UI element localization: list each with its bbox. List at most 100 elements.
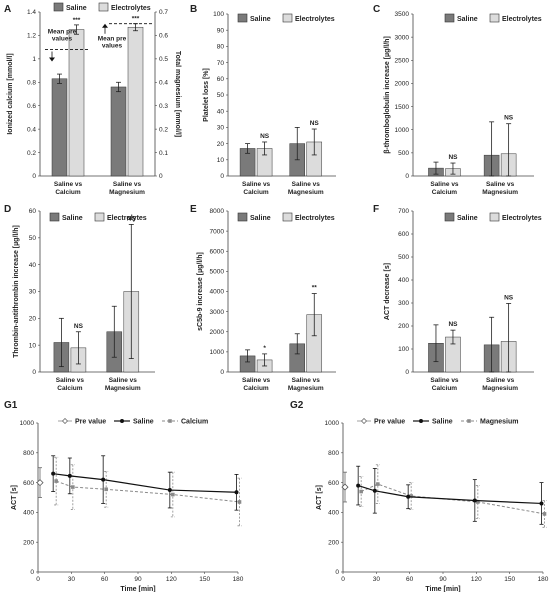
panel-G1: G1 0 200 400 600 800 1000 0 30 60 90 120 150 180 ACT […	[4, 400, 244, 592]
annotation-mean-pre-values: values	[102, 43, 123, 50]
marker-pre-value	[36, 479, 44, 487]
significance-label: ***	[73, 17, 81, 24]
category-label: Magnesium	[288, 385, 324, 392]
x-tick-label: 30	[373, 576, 381, 583]
y-tick-label: 2000	[210, 329, 225, 336]
significance-label: NS	[74, 323, 84, 330]
y-tick-label: 50	[29, 235, 37, 242]
category-label: Magnesium	[482, 385, 518, 392]
category-label: Calcium	[243, 189, 269, 196]
legend-swatch-saline	[237, 13, 248, 23]
y-axis-label: ACT [s]	[11, 485, 18, 510]
y-tick-label-right: 0.6	[159, 33, 168, 40]
marker-saline	[101, 477, 106, 482]
legend-swatch-saline	[444, 212, 455, 222]
error-bar-electrolytes	[450, 162, 456, 175]
x-tick-label: 90	[439, 576, 447, 583]
y-tick-label: 3500	[395, 11, 410, 18]
y-tick-label: 70	[217, 60, 225, 67]
x-tick-label: 150	[504, 576, 515, 583]
x-tick-label: 180	[538, 576, 549, 583]
y-tick-label: 30	[217, 125, 225, 132]
category-label: Saline vs	[54, 181, 83, 188]
y-tick-label: 200	[398, 323, 409, 330]
significance-label: NS	[504, 294, 514, 301]
y-axis-label: sC5b-9 increase [µg/l/h]	[197, 252, 204, 331]
legend-label-saline: Saline	[66, 5, 87, 12]
y-tick-label: 0	[32, 369, 36, 376]
y-tick-label: 1500	[395, 104, 410, 111]
annotation-arrowhead	[49, 57, 55, 62]
error-bar-saline	[294, 333, 300, 355]
y-tick-label: 20	[217, 141, 225, 148]
y-tick-label: 80	[217, 44, 225, 51]
legend-label-saline: Saline	[133, 419, 154, 426]
y-tick-label-left: 1	[32, 56, 36, 63]
legend-swatch-saline	[444, 13, 455, 23]
x-tick-label: 60	[101, 576, 109, 583]
legend: Saline Electrolytes	[49, 212, 147, 222]
legend-swatch-saline	[237, 212, 248, 222]
y-tick-label: 40	[217, 108, 225, 115]
category-label: Saline vs	[292, 181, 321, 188]
panel-letter-B: B	[190, 4, 197, 15]
y-tick-label: 600	[328, 480, 339, 487]
error-bar-electrolytes	[262, 353, 268, 367]
x-tick-label: 0	[36, 576, 40, 583]
y-tick-label: 10	[29, 342, 37, 349]
error-bar-saline	[433, 324, 439, 363]
y-tick-label: 200	[328, 539, 339, 546]
y-tick-label-left: 0.2	[27, 150, 36, 157]
panel-E: E 0 1000 2000 3000 4000 5000 6000 7000 8000 sC5b-9…	[190, 204, 336, 392]
y-axis-label-left: Ionized calcium [mmol/l]	[7, 53, 14, 134]
marker-saline	[539, 501, 544, 506]
marker-calcium	[237, 500, 242, 504]
significance-label: NS	[310, 120, 320, 127]
bar-saline	[110, 86, 127, 177]
legend-label-saline: Saline	[457, 215, 478, 222]
marker-magnesium	[376, 482, 380, 486]
legend-marker-saline	[419, 419, 423, 423]
error-bar-saline	[245, 349, 251, 363]
y-tick-label: 100	[398, 346, 409, 353]
legend-label-pre-value: Pre value	[374, 419, 405, 426]
y-tick-label: 500	[398, 150, 409, 157]
error-bar-saline	[433, 161, 439, 175]
significance-label: ***	[132, 16, 140, 23]
y-tick-label: 200	[23, 539, 34, 546]
y-tick-label-left: 0.8	[27, 79, 36, 86]
error-bar-saline	[245, 143, 251, 154]
y-tick-label-right: 0	[159, 173, 163, 180]
y-tick-label: 0	[335, 569, 339, 576]
x-tick-label: 0	[341, 576, 345, 583]
marker-pre-value	[341, 483, 349, 491]
error-bar-magnesium	[542, 500, 547, 528]
significance-label: NS	[127, 215, 137, 222]
legend-swatch-saline	[53, 2, 64, 12]
significance-label: NS	[448, 154, 458, 161]
legend: Pre value Saline Calcium	[58, 418, 208, 426]
y-tick-label-right: 0.3	[159, 103, 168, 110]
error-bar-electrolytes	[74, 24, 79, 35]
panel-letter-E: E	[190, 204, 197, 215]
marker-calcium	[54, 479, 58, 483]
y-tick-label-left: 1.2	[27, 33, 36, 40]
legend-label-electrolytes: Electrolytes	[111, 5, 151, 12]
x-tick-label: 150	[199, 576, 210, 583]
legend-swatch-electrolytes	[489, 212, 500, 222]
category-label: Saline vs	[486, 377, 515, 384]
legend-label-electrolyte: Magnesium	[480, 419, 519, 426]
y-tick-label: 7000	[210, 228, 225, 235]
legend: Saline Electrolytes	[444, 212, 542, 222]
category-label: Magnesium	[109, 189, 145, 196]
marker-saline	[472, 498, 477, 503]
error-bar-calcium	[237, 477, 242, 527]
y-tick-label: 800	[328, 450, 339, 457]
bar-electrolytes	[127, 26, 144, 177]
y-tick-label: 0	[220, 369, 224, 376]
y-tick-label: 60	[29, 208, 37, 215]
y-tick-label: 6000	[210, 248, 225, 255]
category-label: Saline vs	[430, 181, 459, 188]
y-tick-label: 400	[328, 510, 339, 517]
legend-swatch-electrolytes	[94, 212, 105, 222]
